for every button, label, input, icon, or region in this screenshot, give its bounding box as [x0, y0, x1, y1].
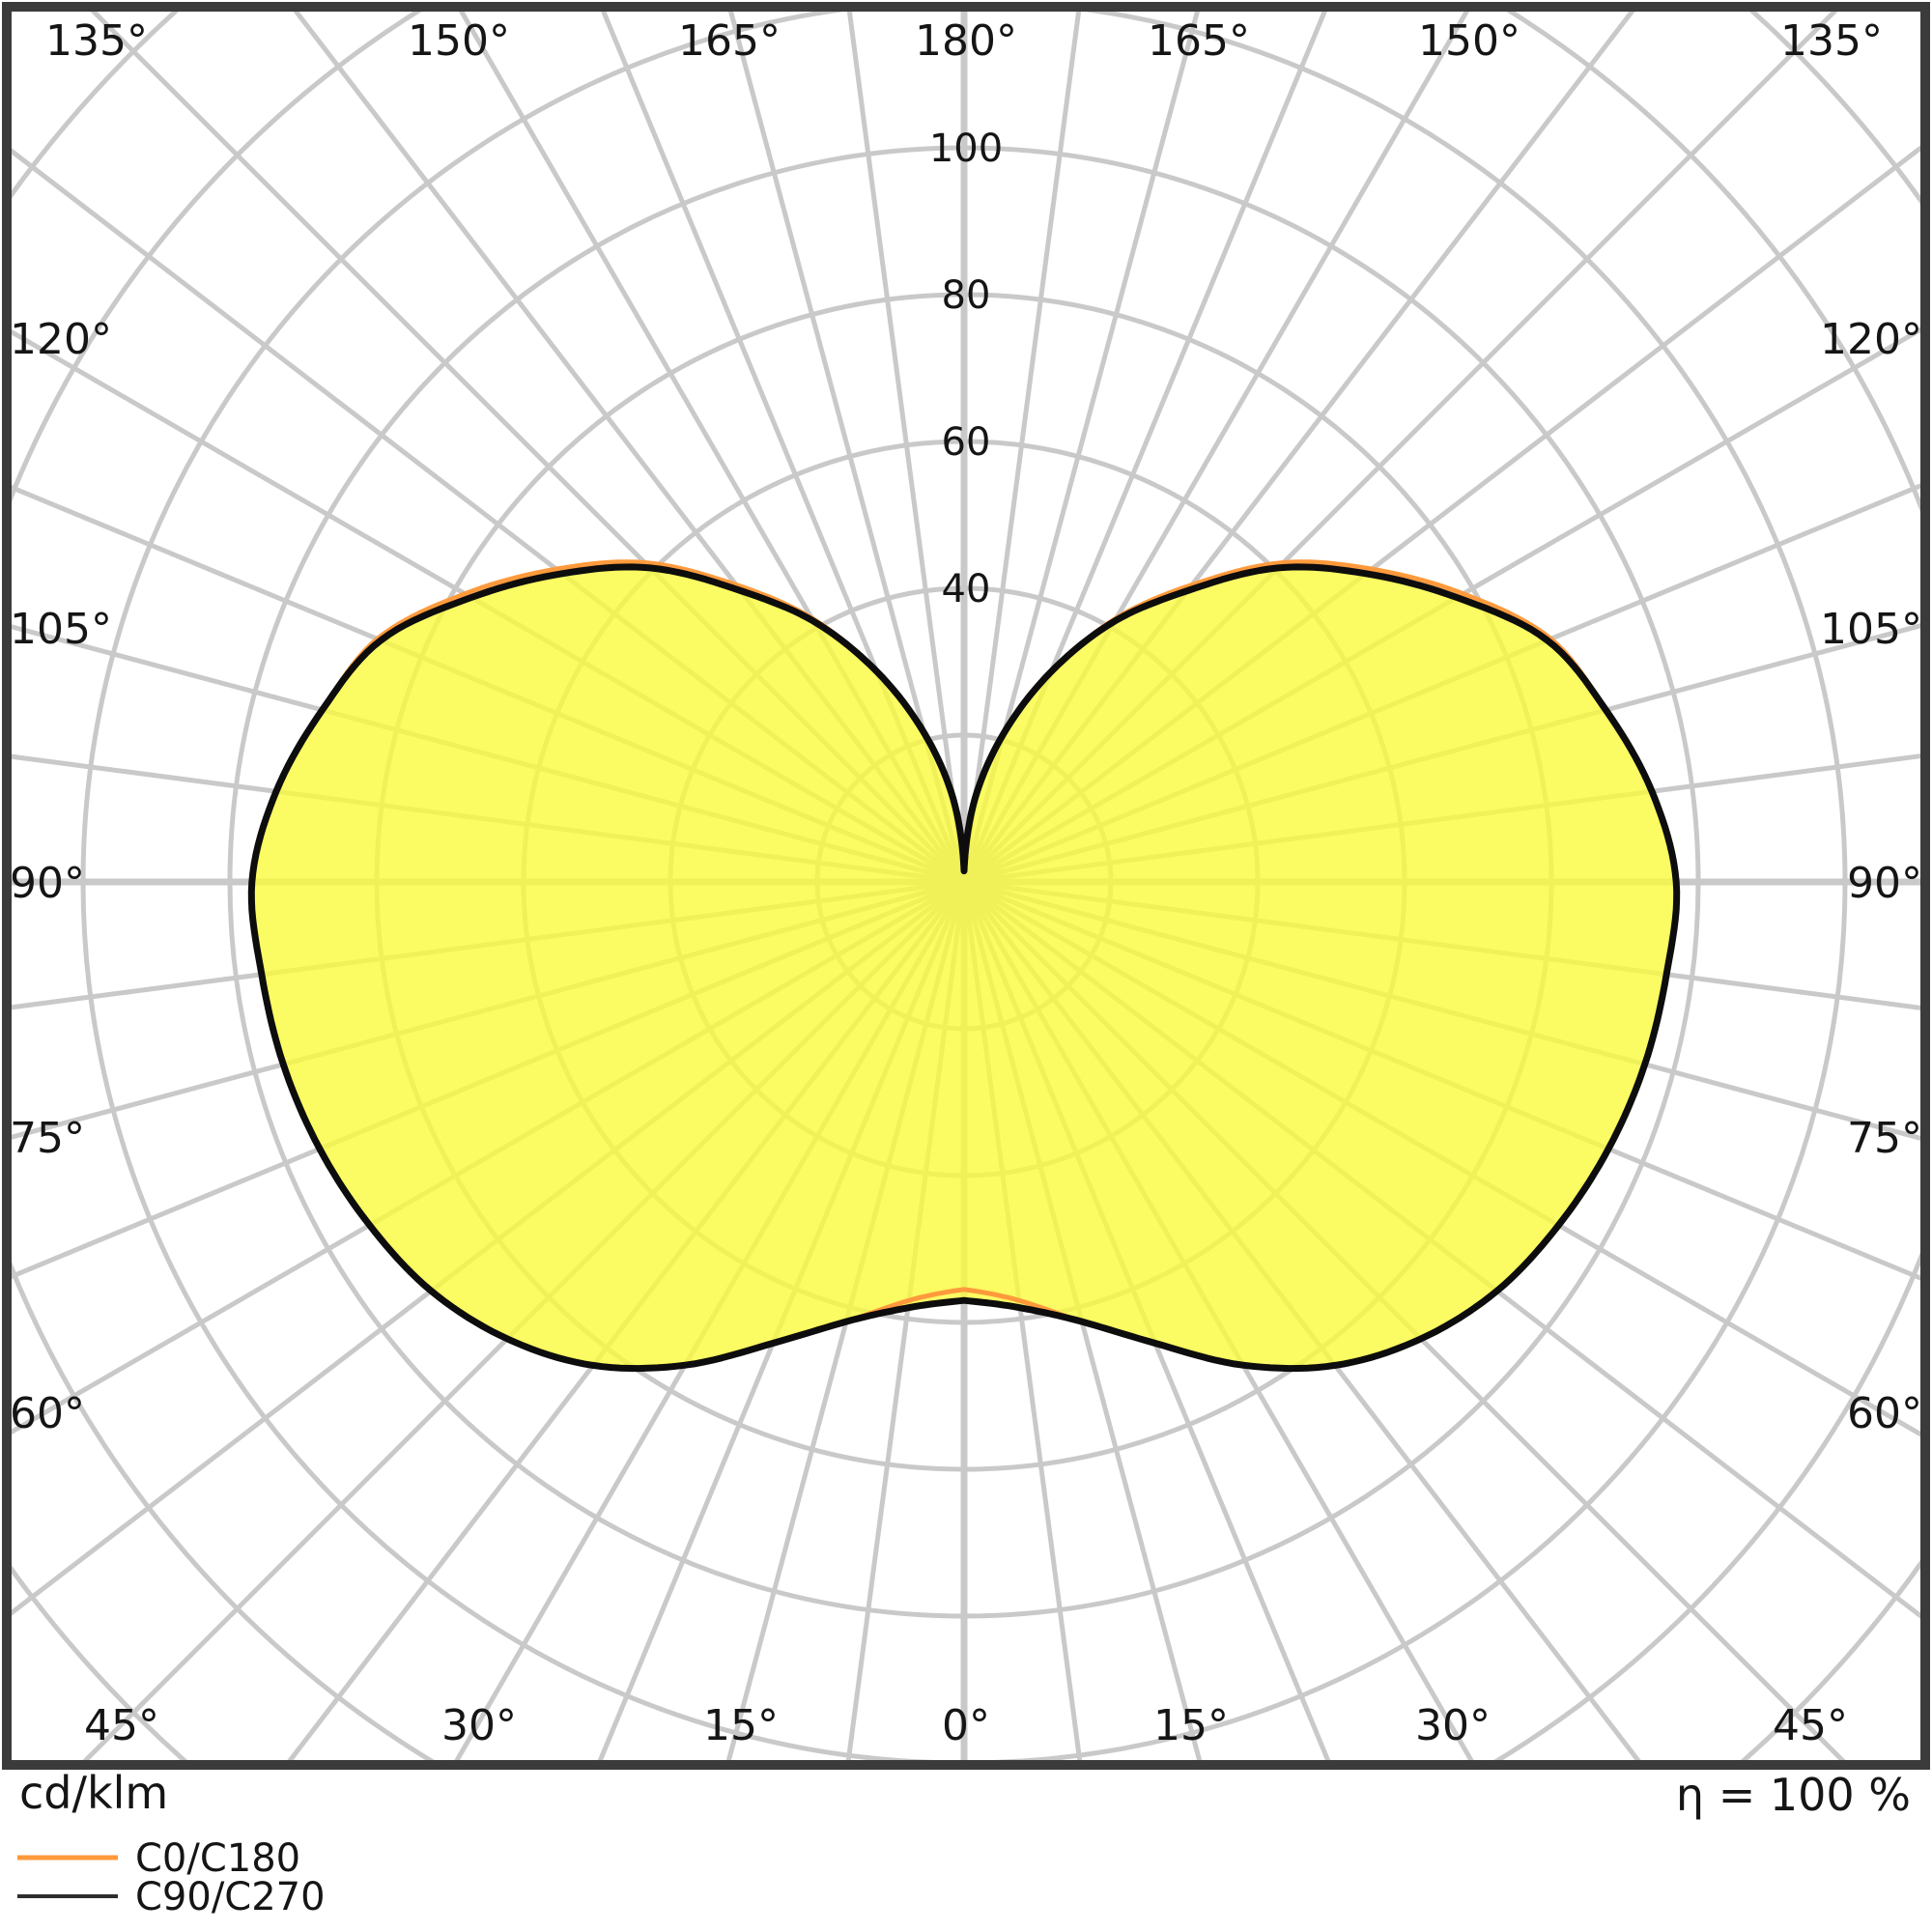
angle-tick-label: 165°	[678, 16, 781, 66]
angle-tick-label: 60°	[10, 1389, 85, 1438]
efficiency-label: η = 100 %	[1676, 1769, 1911, 1821]
intensity-fill	[251, 566, 1677, 1369]
curve-c90-c270	[247, 563, 1681, 1373]
angle-tick-label: 45°	[1773, 1701, 1848, 1750]
legend-label-c0-c180: C0/C180	[135, 1836, 300, 1881]
angle-tick-label: 15°	[1153, 1701, 1229, 1750]
grid-spoke	[846, 12, 967, 883]
angle-tick-label: 90°	[10, 859, 85, 908]
grid-spoke	[727, 12, 967, 883]
angle-tick-label: 105°	[10, 605, 112, 654]
angle-tick-label: 135°	[1780, 16, 1883, 66]
legend-label-c90-c270: C90/C270	[135, 1875, 326, 1919]
legend: C0/C180 C90/C270	[17, 1836, 326, 1919]
angle-tick-label: 30°	[441, 1701, 517, 1750]
radial-tick-label: 100	[929, 127, 1003, 171]
angle-tick-label: 165°	[1148, 16, 1250, 66]
unit-label: cd/klm	[19, 1767, 168, 1819]
angle-tick-label: 120°	[10, 315, 112, 364]
angle-tick-labels: 135° 150° 165° 180° 165° 150° 135° 45° 30° 15° 0° 1…	[10, 16, 1922, 1750]
angle-tick-label: 135°	[45, 16, 148, 66]
angle-tick-label: 15°	[703, 1701, 779, 1750]
angle-tick-label: 60°	[1847, 1389, 1922, 1438]
angle-tick-label: 75°	[1847, 1114, 1922, 1163]
angle-tick-label: 90°	[1847, 859, 1922, 908]
radial-tick-label: 80	[942, 273, 991, 318]
angle-tick-label: 150°	[1418, 16, 1520, 66]
angle-tick-label: 30°	[1415, 1701, 1491, 1750]
plot-border	[2, 2, 1930, 1770]
angle-tick-label: 45°	[84, 1701, 159, 1750]
angle-tick-label: 105°	[1820, 605, 1922, 654]
grid-spoke	[961, 12, 1082, 883]
angle-tick-label: 150°	[408, 16, 510, 66]
radial-tick-label: 40	[942, 567, 991, 611]
angle-tick-label: 0°	[942, 1701, 990, 1750]
intensity-curves	[247, 559, 1681, 1373]
angle-tick-label: 75°	[10, 1114, 85, 1163]
grid-spoke	[961, 12, 1201, 883]
radial-tick-label: 60	[942, 420, 991, 465]
radial-tick-labels: 40 60 80 100	[929, 127, 1003, 611]
angle-tick-label: 180°	[915, 16, 1017, 66]
angle-tick-label: 120°	[1820, 315, 1922, 364]
